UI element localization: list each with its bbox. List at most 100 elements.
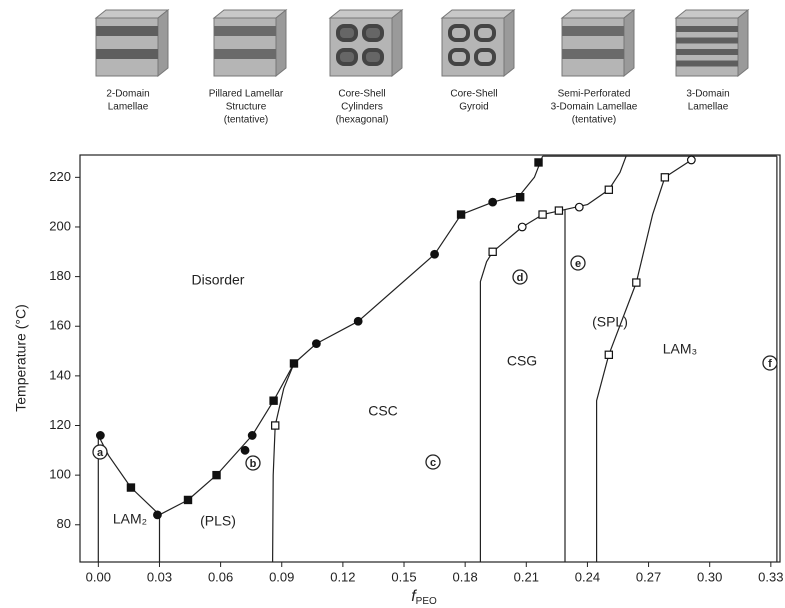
- y-tick-label: 80: [57, 516, 71, 531]
- cube-stripe: [676, 60, 738, 67]
- data-point: [517, 222, 527, 232]
- x-tick-label: 0.21: [514, 569, 539, 584]
- cube-side: [503, 8, 515, 78]
- point-label: f: [768, 358, 772, 370]
- y-tick-label: 100: [49, 467, 71, 482]
- structure-label: Lamellae: [688, 102, 729, 113]
- cube-top: [440, 9, 516, 19]
- phase-label: Disorder: [192, 272, 245, 288]
- x-tick-label: 0.27: [636, 569, 661, 584]
- x-tick-label: 0.12: [330, 569, 355, 584]
- point-label-ring: [425, 454, 441, 470]
- cube-feature: [474, 48, 496, 66]
- phase-boundary: [272, 363, 295, 563]
- cube-top: [94, 9, 170, 19]
- cube-feature: [336, 48, 358, 66]
- structure-figure: Core-Shell Cylinders (hexagonal): [328, 8, 404, 126]
- cube-stripe: [214, 49, 276, 59]
- x-tick-label: 0.03: [147, 569, 172, 584]
- data-point: [311, 339, 321, 349]
- x-axis-title-sub: PEO: [416, 596, 437, 607]
- x-tick-label: 0.06: [208, 569, 233, 584]
- cube-stripe: [676, 26, 738, 32]
- phase-boundary: [97, 155, 544, 562]
- cube-feature: [362, 48, 384, 66]
- structure-figure: Core-Shell Gyroid: [440, 8, 516, 113]
- data-point: [271, 421, 280, 430]
- cube-side: [157, 8, 169, 78]
- data-point: [269, 396, 278, 405]
- point-label-ring: [762, 355, 778, 371]
- cube-side: [391, 8, 403, 78]
- cube-feature: [474, 24, 496, 42]
- structure-figure: Pillared Lamellar Structure (tentative): [209, 8, 288, 126]
- structure-label: Structure: [226, 102, 267, 113]
- x-axis-title-main: f: [411, 588, 417, 605]
- structure-label: Semi-Perforated: [558, 89, 631, 100]
- structure-label: 3-Domain Lamellae: [551, 102, 638, 113]
- cube-side: [275, 8, 287, 78]
- y-tick-label: 180: [49, 268, 71, 283]
- data-point: [430, 249, 439, 259]
- structure-label: Lamellae: [108, 102, 149, 113]
- y-tick-label: 220: [49, 169, 71, 184]
- point-label: c: [430, 457, 436, 469]
- structure-label: Core-Shell: [338, 89, 385, 100]
- cube-top: [328, 9, 404, 19]
- cube-feature: [336, 24, 358, 42]
- structure-label: (tentative): [224, 115, 268, 126]
- cube-stripe: [96, 49, 158, 59]
- cube-top: [212, 9, 288, 19]
- point-label-ring: [245, 455, 261, 471]
- data-point: [554, 206, 564, 215]
- x-tick-label: 0.18: [452, 569, 477, 584]
- cube-stripe: [214, 26, 276, 36]
- structure-label: (tentative): [572, 115, 616, 126]
- x-tick-label: 0.09: [269, 569, 294, 584]
- data-point: [538, 210, 547, 219]
- data-point: [534, 158, 543, 167]
- point-label-ring: [570, 255, 586, 271]
- cube-top: [674, 9, 750, 19]
- structure-label: 2-Domain: [106, 89, 149, 100]
- x-tick-label: 0.24: [575, 569, 600, 584]
- phase-boundary: [596, 159, 692, 562]
- data-point: [183, 495, 193, 505]
- x-axis-title: fPEO: [411, 588, 437, 606]
- y-tick-label: 120: [49, 417, 71, 432]
- y-tick-label: 200: [49, 218, 71, 233]
- data-point: [153, 510, 162, 520]
- phase-boundary: [479, 155, 627, 562]
- cube-feature: [448, 48, 470, 66]
- data-point: [574, 202, 584, 212]
- phase-label: CSC: [368, 403, 398, 419]
- data-point: [515, 192, 525, 202]
- cube-stripe: [562, 49, 624, 59]
- point-label-ring: [92, 444, 108, 460]
- data-point: [686, 155, 696, 165]
- structure-label: 3-Domain: [686, 89, 729, 100]
- x-tick-label: 0.30: [697, 569, 722, 584]
- cube-stripe: [676, 49, 738, 55]
- structure-label: (hexagonal): [336, 115, 389, 126]
- point-label: e: [575, 258, 581, 270]
- phase-label: LAM₂: [113, 511, 147, 527]
- cube-feature: [448, 24, 470, 42]
- phase-label: (PLS): [200, 513, 236, 529]
- data-point: [488, 197, 498, 207]
- point-label: d: [517, 272, 524, 284]
- x-tick-label: 0.00: [86, 569, 111, 584]
- cube-stripe: [96, 26, 158, 36]
- structure-label: Cylinders: [341, 102, 383, 113]
- data-point: [488, 247, 497, 256]
- cube-top: [560, 9, 636, 19]
- structure-label: Gyroid: [459, 102, 488, 113]
- phase-label: (SPL): [592, 314, 628, 330]
- data-point: [126, 483, 136, 492]
- data-point: [632, 278, 641, 287]
- data-point: [456, 210, 466, 219]
- plot-frame: [79, 154, 781, 563]
- phase-label: CSG: [507, 353, 537, 369]
- phase-label: LAM₃: [663, 341, 698, 357]
